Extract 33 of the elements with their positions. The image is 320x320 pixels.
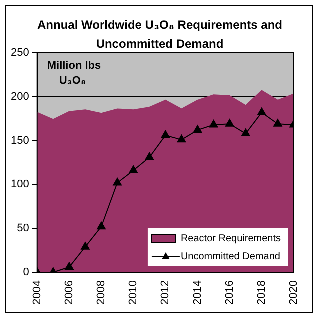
x-tick-label: 2018 bbox=[256, 280, 268, 306]
point bbox=[161, 130, 170, 138]
chart-title: Annual Worldwide U₃O₈ Requirements and Uncommitted Demand bbox=[38, 18, 282, 51]
y-tick-label: 200 bbox=[10, 90, 30, 103]
legend-label: Uncommitted Demand bbox=[180, 251, 280, 262]
point bbox=[225, 119, 234, 127]
annotation: Million lbs U₃O₈ bbox=[47, 60, 102, 87]
point bbox=[97, 222, 106, 230]
x-tick-label: 2008 bbox=[96, 280, 108, 306]
x-tick-label: 2004 bbox=[31, 280, 44, 306]
legend-label: Reactor Requirements bbox=[180, 233, 282, 244]
x-tick-label: 2012 bbox=[160, 280, 172, 306]
y-tick-label: 50 bbox=[17, 222, 30, 235]
y-tick-label: 250 bbox=[10, 47, 30, 60]
x-tick-label: 2020 bbox=[288, 280, 300, 306]
y-tick-label: 150 bbox=[10, 134, 30, 147]
point bbox=[193, 125, 202, 134]
point bbox=[145, 152, 154, 160]
point bbox=[274, 119, 282, 127]
point bbox=[241, 128, 250, 137]
y-tick-label: 100 bbox=[10, 178, 30, 191]
point bbox=[209, 120, 218, 128]
x-tick-label: 2016 bbox=[224, 280, 236, 306]
x-tick-label: 2010 bbox=[128, 280, 140, 306]
x-tick-label: 2014 bbox=[192, 280, 204, 306]
point bbox=[113, 178, 122, 186]
point bbox=[129, 166, 138, 174]
point bbox=[65, 262, 74, 270]
y-tick-label: 0 bbox=[23, 266, 30, 279]
x-tick-label: 2006 bbox=[63, 280, 76, 306]
point bbox=[81, 242, 90, 250]
point bbox=[258, 108, 266, 116]
point bbox=[177, 134, 186, 143]
